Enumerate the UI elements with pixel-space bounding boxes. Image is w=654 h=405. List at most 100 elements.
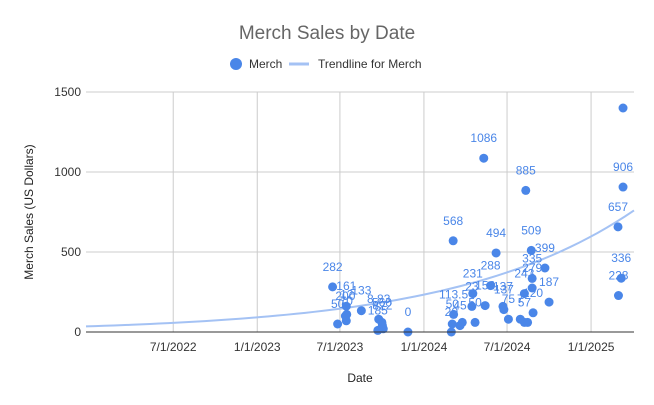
data-point: [342, 309, 352, 319]
data-label: 45: [453, 299, 467, 313]
data-label: 156: [475, 279, 495, 293]
data-label: 57: [518, 295, 532, 309]
data-point: [526, 245, 536, 255]
data-label: 657: [608, 200, 628, 214]
data-point: [449, 309, 459, 319]
data-label: 282: [323, 260, 343, 274]
data-label: 568: [443, 214, 463, 228]
data-point: [341, 301, 351, 311]
data-point: [618, 103, 628, 113]
data-point: [540, 263, 550, 273]
data-label: 137: [493, 279, 513, 293]
data-label: 7: [517, 292, 524, 306]
chart-title: Merch Sales by Date: [239, 23, 415, 44]
data-label: 228: [608, 269, 628, 283]
data-label: 12: [340, 287, 354, 301]
legend-trendline-label: Trendline for Merch: [318, 57, 422, 71]
data-label: 120: [523, 286, 543, 300]
data-label: 560: [372, 295, 392, 309]
data-label: 185: [368, 303, 388, 317]
gridlines: [86, 91, 634, 332]
data-point: [491, 248, 501, 258]
data-label: 885: [516, 163, 536, 177]
data-point: [341, 316, 351, 326]
data-point: [528, 308, 538, 318]
data-label: 133: [351, 284, 371, 298]
data-label: 161: [336, 279, 356, 293]
data-label: 8.83: [367, 292, 391, 306]
y-axis-title: Merch Sales (US Dollars): [22, 144, 36, 279]
data-label: 50: [468, 295, 482, 309]
data-label: 23: [465, 279, 479, 293]
x-tick-labels: 7/1/2022 1/1/2023 7/1/2023 1/1/2024 7/1/2024…: [150, 340, 615, 354]
data-point: [499, 305, 509, 315]
data-label: 70: [340, 294, 354, 308]
data-point: [521, 185, 531, 195]
data-label: 50: [446, 297, 460, 311]
data-label: 243: [514, 267, 534, 281]
data-label: 279: [522, 261, 542, 275]
data-point: [519, 289, 529, 299]
legend-merch-marker: [230, 58, 242, 70]
x-tick-label: 1/1/2023: [234, 340, 281, 354]
data-label: 0: [405, 305, 412, 319]
data-label: 288: [481, 259, 501, 273]
y-tick-label: 1000: [54, 165, 81, 179]
x-tick-label: 1/1/2024: [401, 340, 448, 354]
data-point: [333, 319, 343, 329]
data-label: 1086: [470, 131, 497, 145]
data-point: [544, 297, 554, 307]
data-point: [378, 324, 388, 334]
y-tick-labels: 0 500 1000 1500: [54, 85, 81, 339]
data-point: [480, 301, 490, 311]
x-tick-label: 7/1/2023: [317, 340, 364, 354]
data-point: [523, 317, 533, 327]
data-point: [613, 222, 623, 232]
trendline-path: [85, 209, 635, 328]
data-label: 187: [539, 275, 559, 289]
trendline: [85, 209, 635, 328]
x-axis-title: Date: [347, 371, 373, 385]
legend-merch-label: Merch: [249, 57, 282, 71]
data-label: 20: [445, 305, 459, 319]
x-tick-label: 1/1/2025: [568, 340, 615, 354]
data-point: [448, 236, 458, 246]
data-point: [447, 319, 457, 329]
data-point: [618, 182, 628, 192]
y-tick-label: 500: [61, 245, 81, 259]
data-point: [527, 283, 537, 293]
data-point: [527, 273, 537, 283]
data-label: 137: [494, 283, 514, 297]
data-point: [356, 306, 366, 316]
data-point: [479, 153, 489, 163]
data-label: 200: [335, 289, 355, 303]
data-label: 822: [372, 299, 392, 313]
data-label: 75: [502, 292, 516, 306]
data-label: 509: [521, 223, 541, 237]
data-point: [468, 289, 478, 299]
data-point: [613, 291, 623, 301]
data-point: [470, 317, 480, 327]
data-label: 336: [611, 251, 631, 265]
data-point: [486, 281, 496, 291]
data-label: 494: [486, 226, 506, 240]
y-tick-label: 0: [74, 325, 81, 339]
x-tick-label: 7/1/2024: [484, 340, 531, 354]
data-point: [616, 273, 626, 283]
legend: Merch Trendline for Merch: [230, 57, 422, 71]
data-label: 335: [522, 251, 542, 265]
data-point: [503, 314, 513, 324]
data-point: [457, 317, 467, 327]
data-point: [467, 301, 477, 311]
data-label: 906: [613, 160, 633, 174]
data-point: [328, 282, 338, 292]
data-label: 113.5: [439, 287, 468, 301]
x-tick-label: 7/1/2022: [150, 340, 197, 354]
data-label: 399: [535, 241, 555, 255]
y-tick-label: 1500: [54, 85, 81, 99]
data-label: 231: [463, 267, 483, 281]
data-label: 50: [331, 297, 345, 311]
